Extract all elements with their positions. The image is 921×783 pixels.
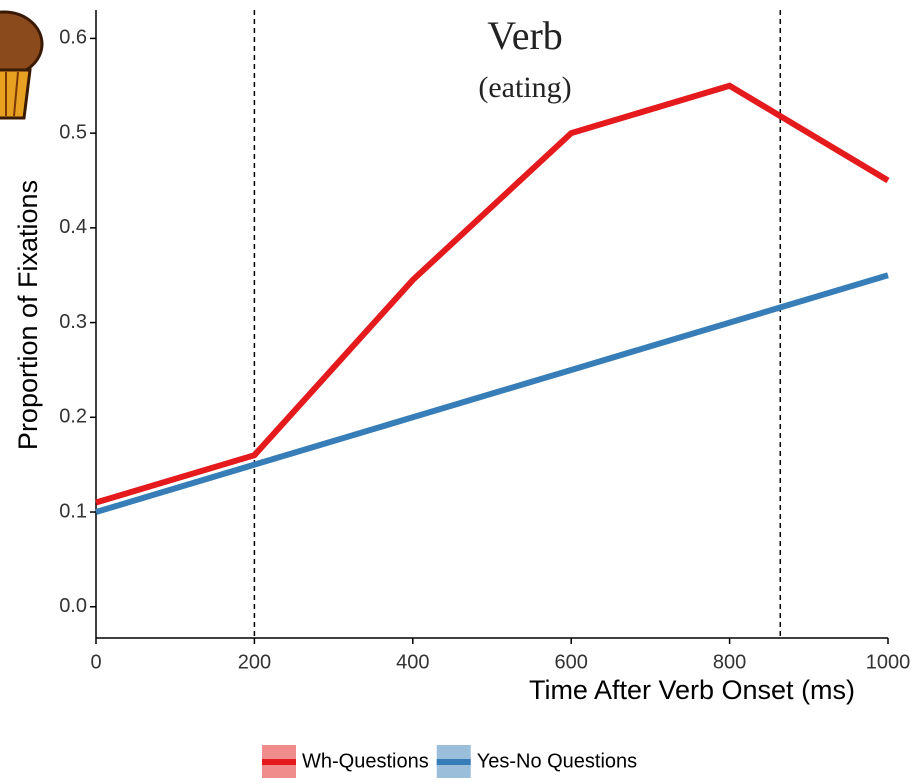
y-tick-label: 0.6 bbox=[59, 27, 87, 49]
series-line bbox=[95, 272, 889, 515]
legend-label: Yes-No Questions bbox=[477, 750, 637, 772]
x-tick-label: 0 bbox=[90, 651, 101, 673]
y-tick-label: 0.3 bbox=[59, 311, 87, 333]
legend-label: Wh-Questions bbox=[302, 750, 429, 772]
y-tick-label: 0.4 bbox=[59, 216, 87, 238]
x-tick-label: 200 bbox=[238, 651, 271, 673]
annotation: (eating) bbox=[478, 71, 571, 104]
y-axis-title: Proportion of Fixations bbox=[13, 180, 43, 450]
y-tick-label: 0.1 bbox=[59, 500, 87, 522]
x-tick-label: 800 bbox=[713, 651, 746, 673]
x-tick-label: 1000 bbox=[866, 651, 911, 673]
x-axis-title: Time After Verb Onset (ms) bbox=[529, 675, 855, 705]
x-tick-label: 400 bbox=[396, 651, 429, 673]
y-tick-label: 0.0 bbox=[59, 595, 87, 617]
y-tick-label: 0.5 bbox=[59, 121, 87, 143]
muffin-icon bbox=[0, 10, 44, 120]
annotation: Verb bbox=[487, 13, 563, 58]
y-tick-label: 0.2 bbox=[59, 406, 87, 428]
x-tick-label: 600 bbox=[555, 651, 588, 673]
series-line bbox=[95, 82, 890, 506]
